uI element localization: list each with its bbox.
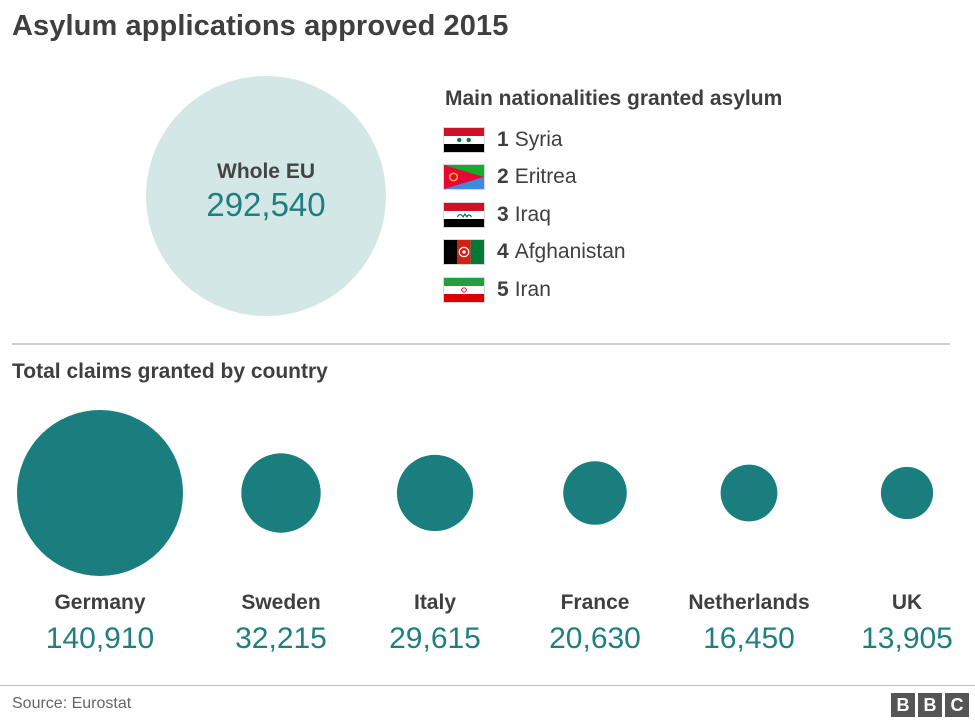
chart-title: Total claims granted by country — [12, 360, 328, 383]
country-value: 16,450 — [703, 622, 795, 655]
country-name: Sweden — [241, 591, 321, 614]
nationality-name: Iraq — [514, 202, 551, 226]
nationality-rank: 3 — [497, 202, 509, 226]
page-title: Asylum applications approved 2015 — [12, 10, 509, 42]
country-value: 140,910 — [45, 622, 155, 655]
nationality-rank: 5 — [497, 277, 509, 301]
nationality-name: Eritrea — [514, 165, 577, 189]
country-name: Netherlands — [688, 591, 810, 614]
whole-eu-circle — [146, 76, 386, 316]
iran-flag-icon — [443, 276, 485, 303]
nationality-name: Afghanistan — [514, 240, 626, 264]
nationalities-title: Main nationalities granted asylum — [445, 87, 783, 110]
country-value: 32,215 — [235, 622, 327, 655]
nationalities-list: 1 Syria 2 Eritrea 3 Iraq 4 Afghan — [443, 121, 626, 309]
afghanistan-flag-icon — [443, 239, 485, 266]
footer-rule — [0, 685, 975, 686]
bubble-sweden — [241, 453, 321, 533]
country-name: Germany — [54, 591, 146, 614]
list-item: 1 Syria — [443, 121, 626, 159]
bubble-netherlands — [720, 464, 778, 522]
list-item: 3 Iraq — [443, 196, 626, 234]
bubble-france — [563, 461, 627, 525]
logo-letter: C — [945, 693, 969, 717]
bubble-uk — [880, 466, 934, 520]
country-name: UK — [891, 591, 923, 614]
list-item: 4 Afghanistan — [443, 234, 626, 272]
bbc-logo: B B C — [891, 693, 969, 717]
nationality-name: Syria — [514, 127, 563, 151]
section-divider — [12, 343, 950, 345]
country-value: 20,630 — [549, 622, 641, 655]
syria-flag-icon — [443, 126, 485, 153]
whole-eu-value: 292,540 — [206, 186, 326, 223]
nationality-name: Iran — [514, 277, 551, 301]
source-note: Source: Eurostat — [12, 695, 132, 712]
bubble-germany — [17, 410, 183, 576]
country-value: 13,905 — [861, 622, 953, 655]
whole-eu-label: Whole EU — [217, 160, 315, 183]
eritrea-flag-icon — [443, 164, 485, 191]
logo-letter: B — [891, 693, 915, 717]
country-value: 29,615 — [389, 622, 481, 655]
nationality-rank: 1 — [497, 127, 509, 151]
iraq-flag-icon — [443, 201, 485, 228]
country-name: France — [560, 591, 630, 614]
bubble-italy — [396, 454, 474, 532]
list-item: 2 Eritrea — [443, 159, 626, 197]
nationality-rank: 2 — [497, 165, 509, 189]
list-item: 5 Iran — [443, 271, 626, 309]
nationality-rank: 4 — [497, 240, 509, 264]
logo-letter: B — [918, 693, 942, 717]
country-name: Italy — [413, 591, 457, 614]
